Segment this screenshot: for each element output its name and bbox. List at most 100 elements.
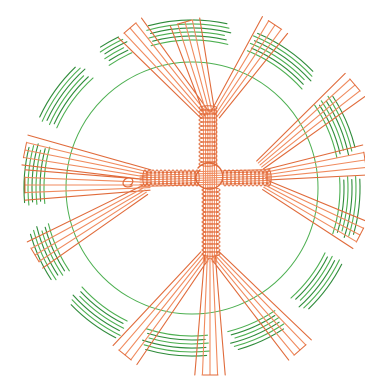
ring-strand-arc	[79, 295, 125, 329]
ring-strand-arc	[152, 35, 227, 42]
ring-strand-arc	[352, 178, 361, 235]
center-knot	[195, 162, 224, 190]
spoke-strand	[184, 21, 211, 116]
ring-strand-arc	[41, 67, 81, 122]
spoke-strand	[199, 17, 216, 115]
spoke-strand	[263, 144, 364, 171]
spoke-strand	[264, 159, 365, 176]
ring-strand-arc	[48, 75, 85, 126]
ring-strand-arc	[33, 229, 57, 281]
spoke-strand	[212, 20, 270, 115]
wrap-loop	[198, 161, 218, 167]
spoke-strand	[30, 187, 145, 250]
spoke-strand	[124, 254, 206, 356]
spoke-strand	[262, 189, 354, 250]
spoke-strand	[135, 22, 208, 114]
ring-strand-arc	[47, 223, 70, 272]
wrap-loop	[201, 251, 221, 257]
ring-strand-arc	[246, 50, 303, 90]
ring-strand-arc	[39, 66, 76, 118]
spoke-strand	[201, 254, 208, 376]
spoke-strand	[117, 37, 202, 119]
ring-strand-arc	[332, 177, 341, 235]
spoke-strand	[177, 23, 209, 117]
ring-strand-arc	[53, 76, 89, 125]
inner-ring-line	[65, 61, 319, 315]
spoke-strand	[210, 257, 290, 361]
spoke-end	[30, 247, 40, 263]
spoke-end	[176, 19, 194, 25]
ring-strand-arc	[36, 226, 59, 276]
ring-strand-arc	[298, 260, 336, 308]
spoke-strand	[265, 182, 365, 229]
ring-strand-arc	[143, 344, 210, 353]
ring-strand-arc	[99, 38, 124, 53]
ring-strand-arc	[39, 148, 46, 202]
spoke-strand	[264, 151, 365, 173]
ring-strand-arc	[104, 47, 125, 60]
spoke-strand	[256, 72, 346, 162]
ring-strand-arc	[147, 19, 228, 27]
ring-strand-arc	[233, 323, 285, 347]
ring-strand-arc	[250, 47, 304, 85]
spoke-end	[267, 20, 283, 30]
spoke-end	[293, 344, 307, 356]
horizontal-arm-strand	[139, 173, 271, 179]
ring-strand-arc	[56, 77, 94, 129]
ring-strand-arc	[71, 299, 121, 336]
ring-strand-arc	[299, 255, 333, 301]
ring-strand-arc	[150, 27, 232, 35]
ring-strand-arc	[108, 49, 129, 62]
wrap-loop	[194, 169, 200, 187]
ring-strand-arc	[104, 41, 128, 55]
ring-strand-arc	[325, 100, 350, 156]
horizontal-arm-strand	[139, 171, 271, 177]
spoke-strand	[112, 251, 202, 347]
spoke-strand	[266, 179, 365, 222]
ring-strand-arc	[27, 145, 35, 206]
ring-strand-arc	[148, 337, 209, 345]
ring-strand-arc	[257, 32, 314, 72]
ring-strand-arc	[336, 179, 345, 233]
spoke-strand	[264, 167, 365, 179]
spoke-end	[118, 349, 132, 361]
horizontal-arm-strand	[139, 175, 271, 181]
spoke-strand	[34, 189, 146, 256]
spoke-strand	[118, 252, 204, 351]
ring-strand-arc	[46, 68, 86, 121]
spoke-strand	[263, 186, 358, 243]
ring-strand-arc	[43, 146, 51, 205]
spoke-end	[123, 22, 137, 34]
ring-strand-arc	[343, 179, 353, 238]
left-curl	[122, 177, 134, 188]
spoke-strand	[136, 257, 210, 366]
spoke-strand	[210, 16, 263, 113]
spoke-strand	[191, 19, 214, 115]
spoke-end	[363, 151, 365, 164]
ring-strand-arc	[146, 23, 230, 31]
horizontal-arm-strand	[139, 177, 271, 183]
ring-strand-arc	[145, 348, 208, 357]
center-wrapping	[122, 105, 272, 257]
spoke-end	[355, 227, 365, 243]
spoke-strand	[24, 187, 151, 194]
spoke-strand	[129, 27, 206, 116]
spoke-strand	[216, 28, 282, 117]
ring-strand-arc	[230, 314, 276, 336]
spoke-strand	[24, 149, 151, 176]
spoke-strand	[214, 24, 276, 116]
spoke-strand	[38, 191, 147, 263]
ring-strand-arc	[341, 176, 349, 232]
spoke-strand	[123, 32, 204, 118]
ring-strand-arc	[227, 310, 276, 333]
spoke-strand	[27, 134, 152, 171]
ring-strand-arc	[348, 176, 357, 237]
orange-spokes	[21, 16, 365, 376]
ring-strand-arc	[332, 95, 356, 148]
spoke-strand	[218, 32, 289, 119]
spoke-end	[349, 78, 361, 92]
spoke-strand	[214, 254, 226, 376]
spoke-strand	[264, 184, 361, 236]
ring-strand-arc	[308, 263, 343, 310]
ring-strand-arc	[31, 143, 39, 203]
